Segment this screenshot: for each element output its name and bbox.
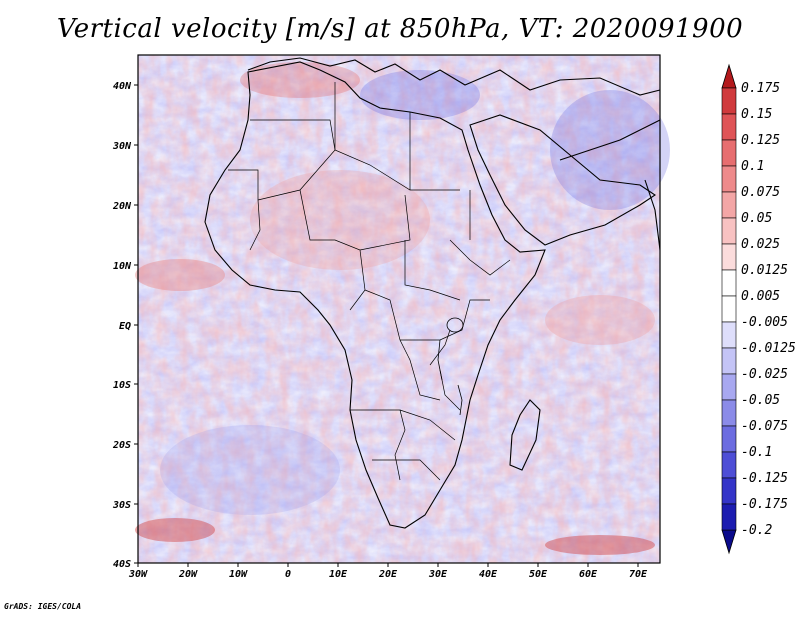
colorbar-swatch <box>721 243 737 271</box>
colorbar-label: 0.125 <box>741 133 780 148</box>
colorbar-label: -0.0125 <box>741 341 796 356</box>
colorbar-swatch <box>721 113 737 141</box>
colorbar-swatch <box>721 373 737 401</box>
y-tick-label: EQ <box>119 321 131 332</box>
colorbar-label: -0.075 <box>741 419 788 434</box>
iran-coastline <box>559 119 661 161</box>
colorbar-swatch <box>721 451 737 479</box>
x-tick-label: 0 <box>285 569 291 580</box>
colorbar-label: -0.1 <box>741 445 772 460</box>
colorbar-swatch <box>721 425 737 453</box>
colorbar-label: -0.05 <box>741 393 780 408</box>
country-borders <box>228 82 511 481</box>
x-axis: 30W 20W 10W 0 10E 20E 30E 40E 50E 60E 70… <box>128 563 648 580</box>
colorbar-label: 0.1 <box>741 159 764 174</box>
colorbar-swatch <box>721 321 737 349</box>
lake-tanganyika <box>437 339 443 381</box>
colorbar-label: -0.025 <box>741 367 788 382</box>
colorbar-label: 0.175 <box>741 81 780 96</box>
colorbar-label: 0.0125 <box>741 263 788 278</box>
colorbar-swatch <box>721 191 737 219</box>
x-tick-label: 30E <box>428 569 448 580</box>
colorbar-swatch <box>721 269 737 297</box>
y-tick-label: 30N <box>112 141 132 152</box>
colorbar-swatch <box>721 139 737 167</box>
colorbar-swatch <box>721 87 737 115</box>
map-title: Vertical velocity [m/s] at 850hPa, VT: 2… <box>56 14 744 44</box>
colorbar-label: 0.075 <box>741 185 780 200</box>
europe-coastline <box>247 57 661 96</box>
colorbar-label: -0.175 <box>741 497 788 512</box>
y-tick-label: 20N <box>112 201 132 212</box>
colorbar-label: -0.125 <box>741 471 788 486</box>
arabia-coastline <box>469 114 656 246</box>
y-tick-label: 20S <box>112 440 131 451</box>
x-tick-label: 50E <box>529 569 548 580</box>
lakes <box>437 317 464 416</box>
colorbar-label: -0.2 <box>741 523 772 538</box>
y-tick-label: 10N <box>113 261 132 272</box>
x-tick-label: 40E <box>479 569 498 580</box>
colorbar-label: 0.025 <box>741 237 780 252</box>
africa-coastline <box>204 61 546 529</box>
lake-victoria <box>446 317 464 333</box>
colorbar-label: 0.005 <box>741 289 780 304</box>
y-tick-label: 40S <box>113 559 131 570</box>
x-tick-label: 70E <box>629 569 648 580</box>
y-tick-label: 10S <box>113 380 131 391</box>
colorbar-label: 0.05 <box>741 211 772 226</box>
colorbar-swatch <box>721 295 737 323</box>
colorbar-swatch <box>721 503 737 531</box>
colorbar-bottom-arrow <box>721 529 737 555</box>
map-frame <box>137 54 661 564</box>
colorbar-label: 0.15 <box>741 107 772 122</box>
x-tick-label: 30W <box>128 569 148 580</box>
x-tick-label: 20E <box>378 569 398 580</box>
colorbar-swatch <box>721 347 737 375</box>
y-tick-label: 30S <box>112 500 131 511</box>
madagascar-coastline <box>509 399 541 471</box>
colorbar-swatch <box>721 477 737 505</box>
x-tick-label: 10E <box>329 569 348 580</box>
y-tick-label: 40N <box>113 81 132 92</box>
colorbar-top-arrow <box>721 63 737 89</box>
colorbar-swatch <box>721 165 737 193</box>
coastlines <box>204 57 661 529</box>
x-tick-label: 60E <box>579 569 598 580</box>
credit-text: GrADS: IGES/COLA <box>4 602 82 611</box>
x-tick-label: 20W <box>178 569 198 580</box>
colorbar-swatch <box>721 217 737 245</box>
velocity-field <box>135 55 670 563</box>
x-tick-label: 10W <box>229 569 248 580</box>
india-coastline <box>644 179 661 251</box>
y-axis: 40N 30N 20N 10N EQ 10S 20S 30S 40S <box>112 81 138 570</box>
colorbar: 0.175 0.15 0.125 0.1 0.075 0.05 0.025 0.… <box>721 63 796 555</box>
lake-malawi <box>457 384 463 416</box>
colorbar-swatch <box>721 399 737 427</box>
colorbar-label: -0.005 <box>741 315 788 330</box>
